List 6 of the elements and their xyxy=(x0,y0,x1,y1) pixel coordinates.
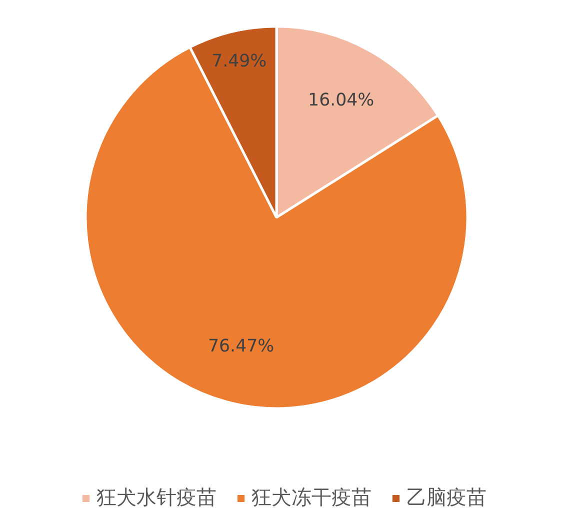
data-label: 7.49% xyxy=(212,51,267,72)
legend-label: 狂犬水针疫苗 xyxy=(96,484,216,511)
data-label: 76.47% xyxy=(208,336,274,356)
data-label: 16.04% xyxy=(308,90,374,110)
legend-label: 乙脑疫苗 xyxy=(406,484,486,511)
legend-label: 狂犬冻干疫苗 xyxy=(252,484,372,511)
